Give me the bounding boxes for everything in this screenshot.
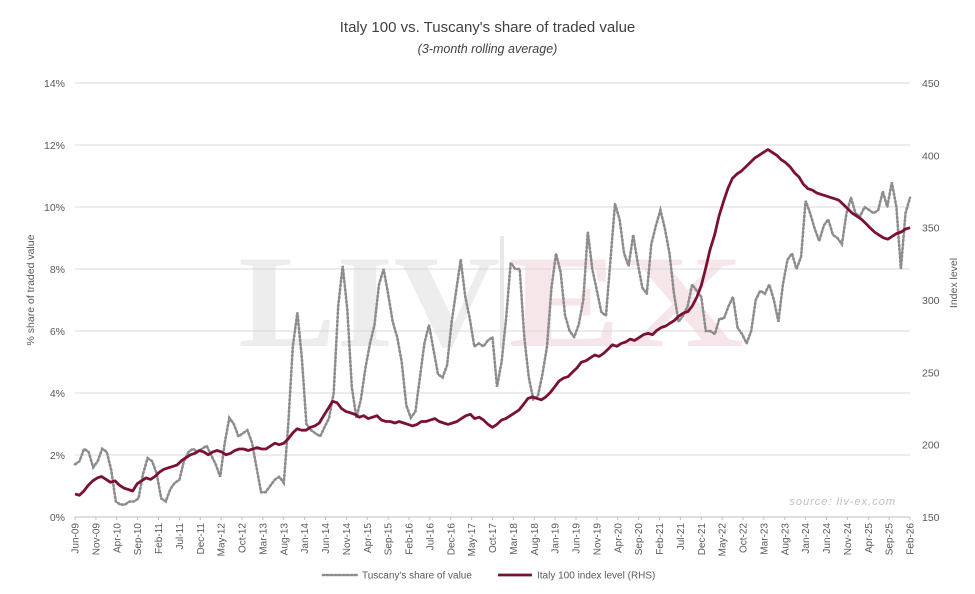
x-tick-label: Jul-16 <box>425 523 436 551</box>
y-tick-label: 8% <box>50 264 65 276</box>
y2-tick-label: 400 <box>922 150 940 162</box>
x-tick-label: Mar-18 <box>509 523 520 555</box>
y-tick-label: 0% <box>50 512 65 524</box>
x-tick-label: Jan-24 <box>801 523 812 554</box>
legend-label-tuscany-share: Tuscany's share of value <box>362 571 472 582</box>
chart-title: Italy 100 vs. Tuscany's share of traded … <box>339 19 636 36</box>
x-tick-label: Jun-14 <box>321 523 332 554</box>
y2-tick-label: 150 <box>922 512 940 524</box>
x-tick-label: Sep-10 <box>133 523 144 556</box>
x-tick-label: Jan-19 <box>551 523 562 554</box>
x-tick-label: Nov-19 <box>592 523 603 556</box>
y2-tick-label: 300 <box>922 295 940 307</box>
x-tick-label: Dec-16 <box>446 523 457 556</box>
x-tick-label: May-17 <box>467 523 478 557</box>
y2-tick-label: 200 <box>922 440 940 452</box>
x-tick-label: Oct-17 <box>488 523 499 553</box>
source-note: source: liv-ex.com <box>789 496 896 508</box>
x-tick-label: Aug-23 <box>780 523 791 556</box>
y-tick-label: 12% <box>44 140 65 152</box>
y2-tick-label: 250 <box>922 367 940 379</box>
y-tick-label: 6% <box>50 326 65 338</box>
x-tick-label: May-22 <box>718 523 729 557</box>
x-tick-label: Feb-26 <box>906 523 917 555</box>
x-tick-label: Oct-12 <box>238 523 249 553</box>
y-tick-label: 4% <box>50 388 65 400</box>
y-axis-left: 0% 2% 4% 6% 8% 10% 12% 14% <box>44 78 65 524</box>
y-axis-label: % share of traded value <box>25 234 37 345</box>
y2-tick-label: 350 <box>922 223 940 235</box>
x-tick-label: Feb-11 <box>154 523 165 554</box>
x-tick-label: Nov-09 <box>91 523 102 556</box>
chart-subtitle: (3-month rolling average) <box>417 42 558 56</box>
y-tick-label: 14% <box>44 78 65 90</box>
x-tick-label: Sep-20 <box>634 523 645 556</box>
x-tick-label: Jan-14 <box>300 523 311 554</box>
x-tick-label: Sep-15 <box>384 523 395 556</box>
y-tick-label: 2% <box>50 450 65 462</box>
x-tick-label: Feb-21 <box>655 523 666 555</box>
y2-tick-label: 450 <box>922 78 940 90</box>
y2-axis-label: Index level <box>948 258 960 308</box>
x-tick-label: Jun-19 <box>572 523 583 554</box>
x-tick-label: Feb-16 <box>405 523 416 555</box>
x-tick-label: Sep-25 <box>885 523 896 556</box>
legend-label-italy-100: Italy 100 index level (RHS) <box>537 571 655 582</box>
x-tick-label: Nov-24 <box>843 523 854 556</box>
x-tick-label: Nov-14 <box>342 523 353 556</box>
legend: Tuscany's share of value Italy 100 index… <box>321 571 655 582</box>
series-line-italy-100 <box>74 148 911 497</box>
x-tick-label: May-12 <box>217 523 228 557</box>
x-tick-label: Mar-23 <box>759 523 770 555</box>
x-tick-label: Aug-13 <box>279 523 290 556</box>
y-axis-right: 150 200 250 300 350 400 450 <box>922 78 940 524</box>
x-tick-label: Oct-22 <box>739 523 750 553</box>
x-tick-label: Jun-09 <box>71 523 82 554</box>
x-tick-label: Mar-13 <box>258 523 269 555</box>
series-line-tuscany-share <box>73 181 912 506</box>
x-tick-label: Aug-18 <box>530 523 541 556</box>
x-axis: Jun-09 Nov-09 Apr-10 Sep-10 Feb-11 Jul-11 Dec-… <box>71 517 917 556</box>
x-tick-label: Apr-10 <box>112 523 123 553</box>
x-tick-label: Dec-11 <box>196 523 207 555</box>
x-tick-label: Jul-11 <box>175 523 186 550</box>
x-tick-label: Jun-24 <box>822 523 833 554</box>
x-tick-label: Dec-21 <box>697 523 708 556</box>
y-tick-label: 10% <box>44 202 65 214</box>
x-tick-label: Apr-25 <box>864 523 875 553</box>
x-tick-label: Jul-21 <box>676 523 687 551</box>
x-tick-label: Apr-15 <box>363 523 374 553</box>
x-tick-label: Apr-20 <box>613 523 624 553</box>
